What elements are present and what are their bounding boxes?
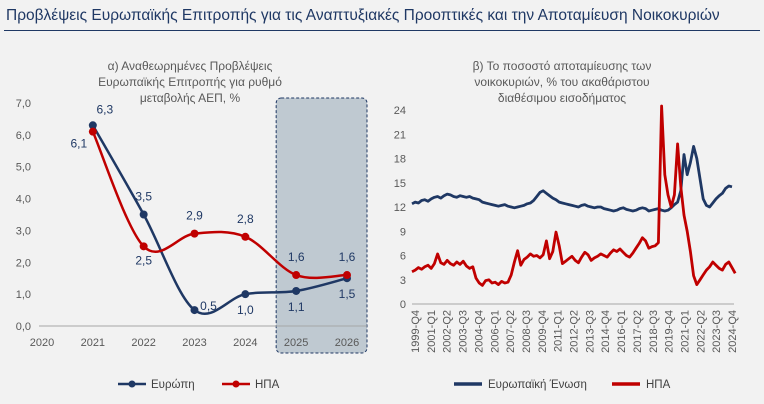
y-tick-label: 1,0 bbox=[16, 289, 31, 301]
data-point bbox=[343, 271, 351, 280]
x-tick-label: 2023 bbox=[182, 337, 206, 349]
page-title: Προβλέψεις Ευρωπαϊκής Επιτροπής για τις … bbox=[6, 7, 720, 24]
data-label: 6,1 bbox=[70, 137, 87, 151]
x-tick-label: 2003-Q3 bbox=[458, 310, 470, 353]
y-tick-label: 3 bbox=[400, 275, 406, 287]
legend-marker-europe bbox=[128, 380, 136, 388]
x-tick-label: 2020 bbox=[30, 337, 54, 349]
savings-series-line-1 bbox=[411, 104, 737, 287]
chart-b-axes: 0 3 6 9 12 15 18 21 24 1999-Q4 2001-Q1 2002-Q2 2003-… bbox=[394, 105, 739, 353]
data-point bbox=[139, 210, 148, 219]
x-tick-label: 2026 bbox=[335, 337, 359, 349]
chart-b-title-line-3: διαθέσιμου εισοδήματος bbox=[498, 91, 626, 105]
data-point bbox=[139, 242, 148, 251]
x-tick-label: 2017-Q2 bbox=[632, 310, 644, 353]
data-point bbox=[241, 232, 250, 241]
data-point bbox=[241, 290, 250, 299]
chart-a-title-line-2: Ευρωπαϊκής Επιτροπής για ρυθμό bbox=[98, 75, 282, 89]
title-divider bbox=[4, 30, 760, 31]
y-tick-label: 2,0 bbox=[16, 257, 31, 269]
x-tick-label: 2024-Q4 bbox=[727, 310, 739, 353]
x-tick-label: 2013-Q3 bbox=[584, 310, 596, 353]
chart-a-title-line-3: μεταβολής ΑΕΠ, % bbox=[140, 91, 241, 105]
x-tick-label: 2021 bbox=[81, 337, 105, 349]
x-tick-label: 1999-Q4 bbox=[410, 310, 422, 353]
data-label: 6,3 bbox=[96, 102, 113, 116]
data-point bbox=[190, 306, 199, 315]
data-label: 0,5 bbox=[200, 299, 217, 313]
chart-a-title-line-1: α) Αναθεωρημένες Προβλέψεις bbox=[108, 59, 273, 73]
y-tick-label: 18 bbox=[394, 154, 406, 166]
chart-b-series bbox=[411, 104, 737, 287]
x-tick-label: 2008-Q3 bbox=[521, 310, 533, 353]
y-tick-label: 6 bbox=[400, 251, 406, 263]
y-tick-label: 0 bbox=[400, 299, 406, 311]
x-tick-label: 2009-Q4 bbox=[537, 310, 549, 353]
chart-b-legend: Ευρωπαϊκή Ένωση ΗΠΑ bbox=[454, 379, 671, 391]
gdp-forecast-chart: α) Αναθεωρημένες Προβλέψεις Ευρωπαϊκής Ε… bbox=[16, 59, 368, 391]
y-tick-label: 0,0 bbox=[16, 321, 31, 333]
y-tick-label: 7,0 bbox=[16, 98, 31, 110]
x-tick-label: 2022 bbox=[131, 337, 155, 349]
x-tick-label: 2023-Q3 bbox=[711, 310, 723, 353]
chart-b-title-line-2: νοικοκυριών, % του ακαθάριστου bbox=[474, 75, 649, 89]
x-tick-label: 2021-Q1 bbox=[679, 310, 691, 353]
data-point bbox=[190, 229, 199, 238]
savings-series-line-0 bbox=[411, 145, 733, 213]
data-label: 2,9 bbox=[186, 209, 203, 223]
x-tick-label: 2016-Q1 bbox=[616, 310, 628, 353]
data-point bbox=[292, 271, 301, 280]
x-tick-label: 2014-Q4 bbox=[600, 310, 612, 353]
y-tick-label: 9 bbox=[400, 226, 406, 238]
y-tick-label: 15 bbox=[394, 178, 406, 190]
data-label: 1,6 bbox=[288, 250, 305, 264]
y-tick-label: 12 bbox=[394, 202, 406, 214]
legend-label-eu: Ευρωπαϊκή Ένωση bbox=[488, 379, 587, 391]
data-label: 1,6 bbox=[339, 250, 356, 264]
x-tick-label: 2012-Q2 bbox=[569, 310, 581, 353]
data-label: 1,1 bbox=[288, 300, 305, 314]
savings-rate-chart: β) Το ποσοστό αποταμίευσης των νοικοκυρι… bbox=[394, 59, 739, 391]
x-tick-label: 2019-Q4 bbox=[664, 310, 676, 353]
chart-a-series: 6,3 3,5 0,5 1,0 1,1 1,5 6,1 2,5 2,9 2,8 1,6 1,6 bbox=[70, 102, 355, 317]
legend-label-usa-savings: ΗΠΑ bbox=[646, 379, 671, 391]
forecast-shade bbox=[275, 97, 368, 354]
y-tick-label: 21 bbox=[394, 129, 406, 141]
y-tick-label: 5,0 bbox=[16, 162, 31, 174]
y-tick-label: 3,0 bbox=[16, 225, 31, 237]
data-label: 2,5 bbox=[135, 253, 152, 267]
data-label: 1,0 bbox=[237, 303, 254, 317]
x-tick-label: 2022-Q2 bbox=[695, 310, 707, 353]
y-tick-label: 6,0 bbox=[16, 130, 31, 142]
chart-b-title-line-1: β) Το ποσοστό αποταμίευσης των bbox=[473, 59, 652, 73]
data-label: 2,8 bbox=[237, 212, 254, 226]
x-tick-label: 2006-Q1 bbox=[489, 310, 501, 353]
x-tick-label: 2004-Q4 bbox=[473, 310, 485, 353]
y-tick-label: 24 bbox=[394, 105, 406, 117]
chart-a-axes: 0,0 1,0 2,0 3,0 4,0 5,0 6,0 7,0 2020 2021 2022 2023… bbox=[16, 98, 367, 349]
legend-label-europe: Ευρώπη bbox=[151, 379, 195, 391]
x-tick-label: 2007-Q2 bbox=[505, 310, 517, 353]
x-tick-label: 2024 bbox=[233, 337, 257, 349]
y-tick-label: 4,0 bbox=[16, 194, 31, 206]
x-tick-label: 2001-Q1 bbox=[426, 310, 438, 353]
x-tick-label: 2018-Q3 bbox=[648, 310, 660, 353]
x-tick-label: 2002-Q2 bbox=[442, 310, 454, 353]
legend-marker-usa bbox=[232, 380, 240, 388]
x-tick-label: 2011-Q1 bbox=[553, 310, 565, 352]
data-point bbox=[88, 121, 97, 130]
data-point bbox=[292, 286, 301, 295]
x-tick-label: 2025 bbox=[284, 337, 308, 349]
data-label: 1,5 bbox=[339, 287, 356, 301]
chart-a-legend: Ευρώπη ΗΠΑ bbox=[118, 379, 280, 391]
legend-label-usa: ΗΠΑ bbox=[255, 379, 280, 391]
data-point bbox=[88, 127, 97, 136]
data-label: 3,5 bbox=[135, 190, 152, 204]
